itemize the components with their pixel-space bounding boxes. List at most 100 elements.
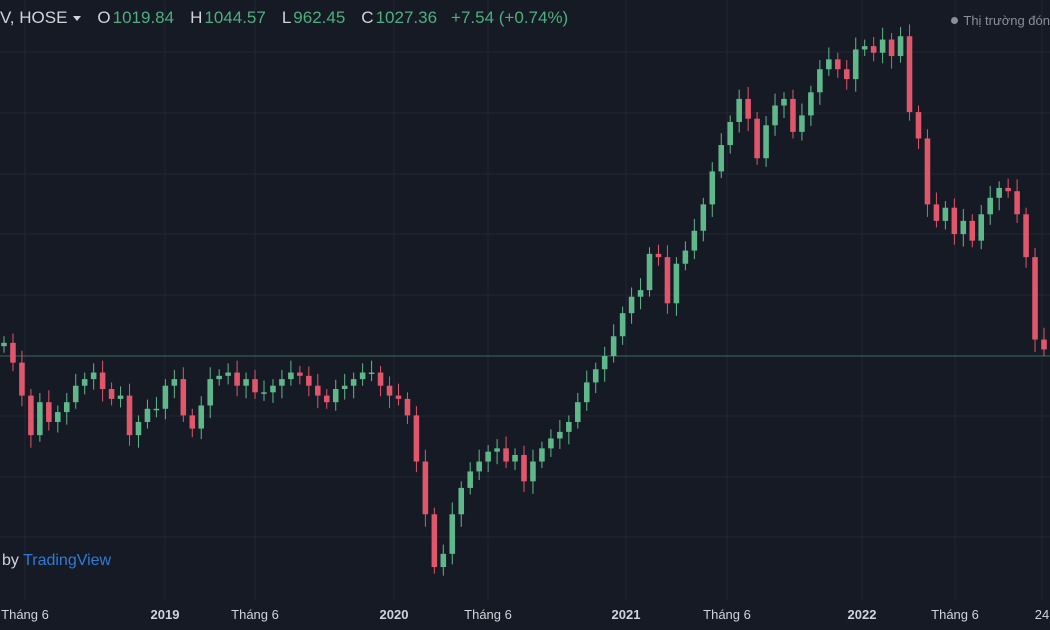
candle[interactable] xyxy=(449,502,456,565)
candle[interactable] xyxy=(754,112,760,165)
candle[interactable] xyxy=(422,449,429,527)
candle[interactable] xyxy=(458,481,465,527)
candle[interactable] xyxy=(539,441,545,469)
candle[interactable] xyxy=(55,405,61,433)
candle[interactable] xyxy=(261,380,267,401)
candle[interactable] xyxy=(879,27,886,64)
candle[interactable] xyxy=(530,449,536,494)
candle[interactable] xyxy=(288,360,294,386)
candle[interactable] xyxy=(987,185,993,225)
candle[interactable] xyxy=(368,360,375,382)
candle[interactable] xyxy=(566,415,572,445)
tradingview-attribution[interactable]: by TradingView xyxy=(2,552,111,570)
candle[interactable] xyxy=(99,360,106,402)
candle[interactable] xyxy=(897,27,904,63)
candle[interactable] xyxy=(476,449,482,480)
candle[interactable] xyxy=(1041,327,1047,357)
candle[interactable] xyxy=(359,363,366,386)
candle[interactable] xyxy=(279,369,285,399)
candle[interactable] xyxy=(870,36,877,62)
candle[interactable] xyxy=(835,52,841,78)
candle[interactable] xyxy=(81,372,88,395)
candle[interactable] xyxy=(933,192,940,228)
candle[interactable] xyxy=(243,372,249,399)
candle[interactable] xyxy=(1014,179,1020,223)
candle[interactable] xyxy=(180,367,187,422)
candle[interactable] xyxy=(108,382,115,406)
candle[interactable] xyxy=(216,369,222,386)
candle[interactable] xyxy=(843,60,850,90)
candle[interactable] xyxy=(189,408,196,438)
candle[interactable] xyxy=(1032,247,1038,353)
candle[interactable] xyxy=(861,39,868,57)
candle[interactable] xyxy=(852,37,859,92)
candle[interactable] xyxy=(817,60,823,105)
candle[interactable] xyxy=(467,462,473,495)
candle[interactable] xyxy=(306,366,312,397)
candle[interactable] xyxy=(700,197,707,242)
candle[interactable] xyxy=(19,350,25,407)
candle[interactable] xyxy=(619,306,626,345)
tradingview-link[interactable]: TradingView xyxy=(23,552,112,569)
candle[interactable] xyxy=(942,201,949,230)
candle[interactable] xyxy=(90,363,97,390)
candle[interactable] xyxy=(171,369,178,399)
candle[interactable] xyxy=(915,105,922,150)
candle[interactable] xyxy=(1,336,7,353)
candle[interactable] xyxy=(252,369,258,399)
candle[interactable] xyxy=(315,373,321,409)
candles[interactable] xyxy=(1,24,1047,576)
candle[interactable] xyxy=(888,32,895,69)
candle[interactable] xyxy=(575,392,581,429)
candle[interactable] xyxy=(969,214,976,248)
candle[interactable] xyxy=(413,406,420,473)
candle[interactable] xyxy=(772,93,778,136)
candle[interactable] xyxy=(736,89,742,133)
candle[interactable] xyxy=(485,445,491,473)
candle[interactable] xyxy=(601,346,608,382)
candle[interactable] xyxy=(808,85,814,126)
candle[interactable] xyxy=(494,439,500,465)
candle[interactable] xyxy=(135,415,142,448)
candle[interactable] xyxy=(323,389,330,409)
candle[interactable] xyxy=(117,386,124,408)
candle[interactable] xyxy=(162,379,169,420)
candle[interactable] xyxy=(718,133,725,179)
candle[interactable] xyxy=(790,89,796,139)
candle[interactable] xyxy=(207,367,213,419)
candle[interactable] xyxy=(655,244,662,266)
candle[interactable] xyxy=(637,278,644,310)
candle[interactable] xyxy=(395,383,402,406)
candle[interactable] xyxy=(727,115,733,154)
candle[interactable] xyxy=(583,370,590,411)
candle[interactable] xyxy=(924,129,931,217)
candle[interactable] xyxy=(404,392,411,424)
candle[interactable] xyxy=(799,103,805,141)
candle[interactable] xyxy=(440,544,447,576)
candle[interactable] xyxy=(709,162,716,217)
candle[interactable] xyxy=(63,392,70,425)
candle[interactable] xyxy=(377,365,384,397)
candle[interactable] xyxy=(270,379,276,403)
candle[interactable] xyxy=(1005,178,1011,198)
candle[interactable] xyxy=(332,379,339,411)
candle[interactable] xyxy=(386,376,393,409)
candle[interactable] xyxy=(664,245,671,314)
candle[interactable] xyxy=(826,47,832,76)
symbol-selector[interactable]: V, HOSE xyxy=(0,8,82,28)
candle[interactable] xyxy=(297,365,303,385)
candle[interactable] xyxy=(37,392,43,442)
candle[interactable] xyxy=(198,396,205,440)
candle[interactable] xyxy=(592,362,599,393)
candle[interactable] xyxy=(350,372,357,399)
candle[interactable] xyxy=(682,241,689,271)
candle[interactable] xyxy=(10,333,16,372)
candle[interactable] xyxy=(628,287,635,324)
candle[interactable] xyxy=(646,247,653,297)
candle[interactable] xyxy=(781,92,787,119)
candle[interactable] xyxy=(503,436,509,469)
candle[interactable] xyxy=(548,429,554,457)
candle[interactable] xyxy=(521,445,527,492)
candle[interactable] xyxy=(341,373,348,400)
